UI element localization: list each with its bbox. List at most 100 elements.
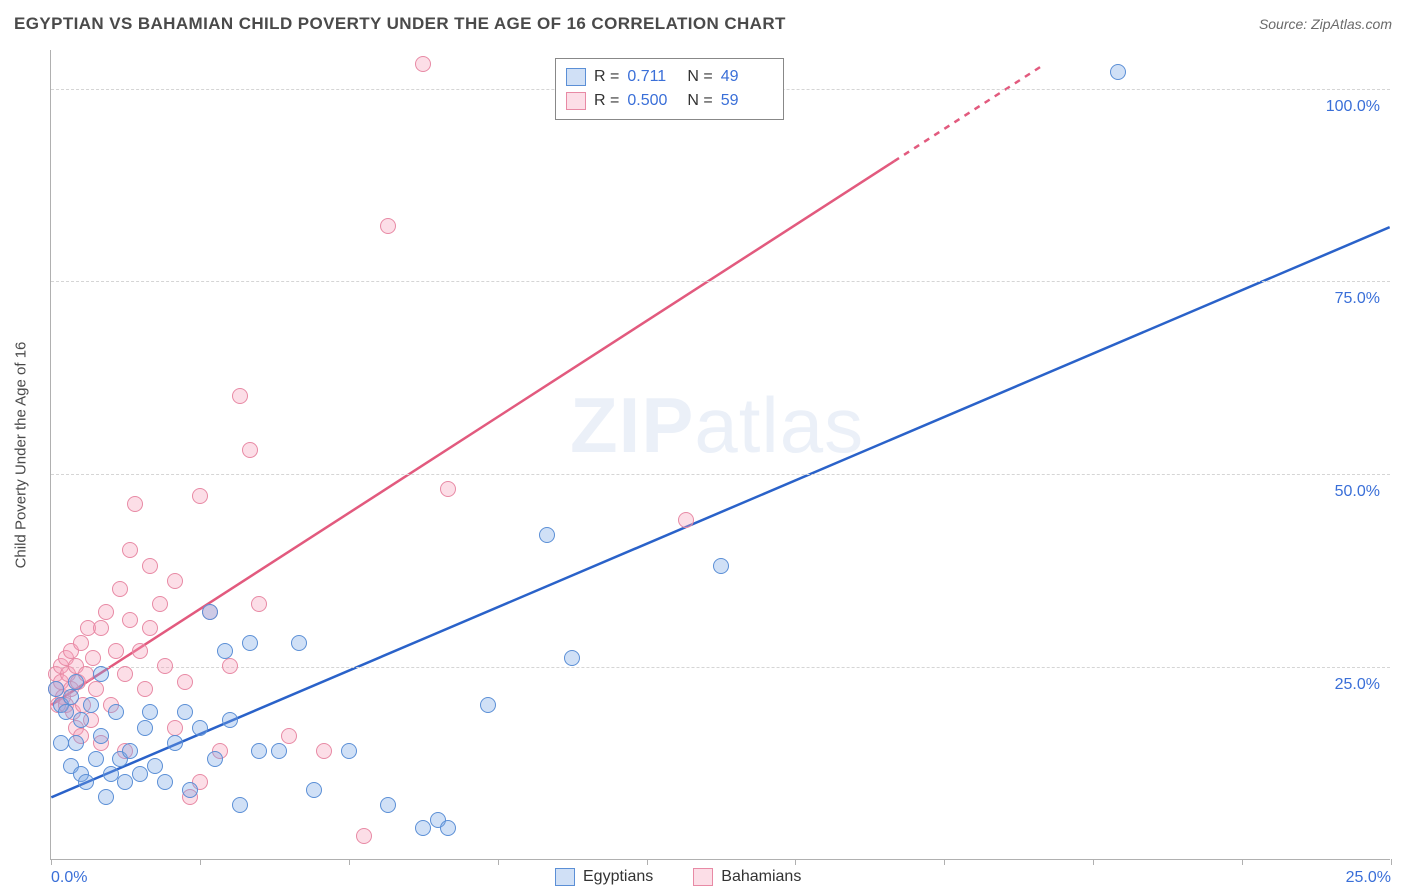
data-point [63,689,79,705]
data-point [142,558,158,574]
legend-label: Bahamians [721,868,801,886]
stat-n-label: N = [687,68,712,86]
data-point [117,774,133,790]
data-point [137,720,153,736]
data-point [222,658,238,674]
data-point [678,512,694,528]
x-tick [944,859,945,865]
data-point [108,704,124,720]
data-point [713,558,729,574]
data-point [177,674,193,690]
data-point [167,720,183,736]
data-point [68,735,84,751]
data-point [202,604,218,620]
legend-swatch [566,68,586,86]
data-point [539,527,555,543]
y-tick-label: 75.0% [1335,290,1380,308]
data-point [222,712,238,728]
data-point [192,720,208,736]
legend-swatch [693,868,713,886]
stat-r-label: R = [594,68,619,86]
data-point [93,666,109,682]
data-point [73,712,89,728]
data-point [316,743,332,759]
data-point [440,481,456,497]
data-point [93,620,109,636]
data-point [103,766,119,782]
legend-item: Egyptians [555,868,653,886]
data-point [341,743,357,759]
bottom-legend: Egyptians Bahamians [555,866,801,888]
stat-r-value: 0.500 [627,92,679,110]
data-point [83,697,99,713]
y-axis-label: Child Poverty Under the Age of 16 [13,341,30,568]
source-label: Source: ZipAtlas.com [1259,16,1392,32]
data-point [291,635,307,651]
x-tick [1391,859,1392,865]
data-point [157,658,173,674]
data-point [440,820,456,836]
data-point [122,743,138,759]
legend-swatch [566,92,586,110]
x-tick [1242,859,1243,865]
stat-r-value: 0.711 [627,68,679,86]
data-point [167,573,183,589]
data-point [142,620,158,636]
data-point [88,751,104,767]
gridline [51,281,1390,282]
data-point [167,735,183,751]
data-point [177,704,193,720]
data-point [98,789,114,805]
data-point [132,643,148,659]
data-point [192,488,208,504]
data-point [564,650,580,666]
data-point [88,681,104,697]
data-point [217,643,233,659]
stat-n-label: N = [687,92,712,110]
data-point [58,704,74,720]
data-point [108,643,124,659]
x-tick [1093,859,1094,865]
data-point [182,782,198,798]
data-point [207,751,223,767]
y-tick-label: 25.0% [1335,676,1380,694]
data-point [78,774,94,790]
plot-area: Child Poverty Under the Age of 16 25.0%5… [50,50,1390,860]
chart-title: EGYPTIAN VS BAHAMIAN CHILD POVERTY UNDER… [14,14,786,34]
legend-label: Egyptians [583,868,653,886]
stat-n-value: 59 [721,92,773,110]
data-point [53,735,69,751]
data-point [112,581,128,597]
data-point [242,442,258,458]
data-point [122,612,138,628]
data-point [306,782,322,798]
y-tick-label: 100.0% [1326,98,1380,116]
data-point [271,743,287,759]
x-tick [795,859,796,865]
data-point [380,218,396,234]
data-point [137,681,153,697]
y-tick-label: 50.0% [1335,483,1380,501]
data-point [242,635,258,651]
data-point [68,674,84,690]
stats-box: R =0.711N =49R =0.500N =59 [555,58,784,120]
data-point [127,496,143,512]
data-point [98,604,114,620]
data-point [356,828,372,844]
x-tick [349,859,350,865]
data-point [73,635,89,651]
data-point [142,704,158,720]
gridline [51,667,1390,668]
data-point [480,697,496,713]
data-point [152,596,168,612]
data-point [48,681,64,697]
data-point [93,728,109,744]
x-tick-label: 0.0% [51,869,87,887]
x-tick [498,859,499,865]
x-tick [51,859,52,865]
stats-row: R =0.500N =59 [566,89,773,113]
data-point [281,728,297,744]
x-tick [200,859,201,865]
data-point [157,774,173,790]
data-point [251,596,267,612]
